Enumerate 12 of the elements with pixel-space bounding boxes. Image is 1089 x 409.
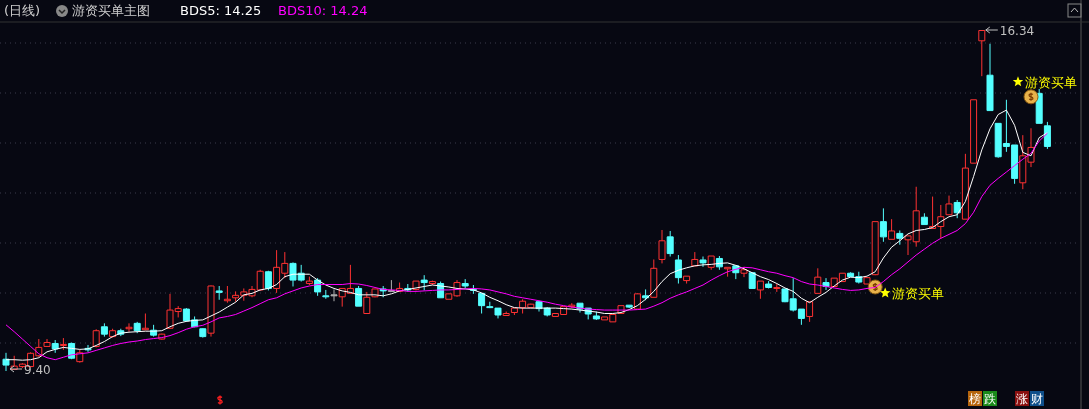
chart-subtitle: 游资买单主图 [72,3,150,18]
text: 跌 [984,392,996,406]
text: BDS10: 14.24 [278,3,368,18]
series-label: 游资买单 [1025,74,1077,90]
text: BDS5: 14.25 [180,3,262,18]
text: 游资买单 [892,285,945,301]
text: 涨 [1016,392,1028,406]
text: 财 [1031,392,1043,406]
annotation: 16.34 [999,24,1035,38]
chart-title: (日线) [4,3,41,18]
annotation: 9.40 [24,363,51,377]
text: 榜 [969,392,981,406]
